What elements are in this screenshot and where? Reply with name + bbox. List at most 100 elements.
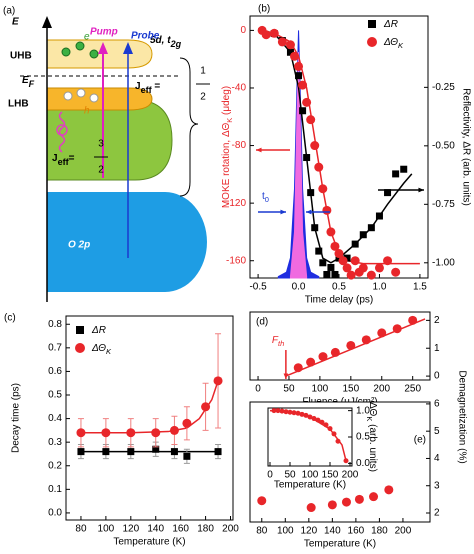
marker [359, 231, 367, 239]
fit-line [285, 318, 426, 377]
marker [318, 184, 328, 194]
arrowhead [123, 42, 133, 54]
legend-label: ΔR [91, 325, 106, 336]
marker [290, 51, 299, 61]
wavy-arrow [58, 111, 66, 153]
y-tick-label: -120 [226, 198, 246, 209]
legend-marker [76, 326, 84, 334]
marker [102, 448, 110, 456]
marker [314, 162, 324, 172]
marker [294, 61, 304, 71]
orbital-label: 5d, t2g [150, 35, 182, 50]
marker [327, 263, 335, 271]
marker [322, 205, 332, 215]
marker [392, 324, 402, 334]
marker [315, 417, 321, 423]
marker [214, 448, 222, 456]
text-part: ΔΘ [383, 37, 398, 48]
plot-frame [249, 15, 429, 279]
pump-label: Pump [90, 27, 118, 38]
y-tick-label: 0.5 [356, 432, 370, 443]
marker [291, 410, 297, 416]
y-tick-label: 0.0 [356, 458, 370, 469]
marker [261, 30, 271, 40]
text-part: (μdeg) [221, 86, 232, 118]
subscript: K [225, 118, 234, 123]
subscript: K [106, 347, 112, 356]
marker [293, 363, 303, 373]
arrowhead [306, 209, 312, 215]
text-part: MOKE rotation, ΔΘ [221, 123, 232, 209]
text-part: F [272, 335, 279, 346]
marker [295, 410, 301, 416]
fraction-num: 3 [98, 139, 104, 150]
y-tick-label: 0 [434, 371, 440, 382]
text-part: t [262, 191, 265, 202]
hole-circle [56, 124, 68, 136]
y-axis-label: Demagnetization (%) [456, 370, 467, 463]
y-axis-label: ΔΘK (arb. units) [365, 402, 379, 472]
x-tick-label: 0.0 [292, 282, 306, 293]
marker [319, 259, 327, 267]
legend-label: ΔΘK [91, 343, 112, 357]
y-tick-label: 0.6 [48, 366, 62, 377]
x-tick-label: 100 [277, 526, 294, 537]
probe-label: Probe [131, 31, 160, 42]
marker [101, 428, 111, 438]
fraction-den: 2 [200, 92, 206, 103]
o2p-label: O 2p [68, 240, 90, 251]
hole-label: h [84, 106, 90, 117]
marker [315, 247, 323, 255]
annotation: t0 [262, 191, 269, 205]
jeff-label: Jeff= [52, 153, 75, 168]
marker [303, 412, 309, 418]
y-tick-label: 0.8 [48, 319, 62, 330]
lhb-lower-band [46, 99, 173, 181]
y-tick-label: 0.5 [48, 390, 62, 401]
x-tick-label: 1.5 [413, 282, 427, 293]
annotation: Fth [272, 335, 284, 349]
x-tick-label: 200 [222, 524, 239, 535]
marker [283, 409, 289, 415]
marker [295, 72, 303, 80]
marker [377, 328, 387, 338]
marker [392, 170, 400, 178]
panel-label: (a) [3, 6, 15, 17]
subscript: F [29, 79, 35, 89]
x-tick-label: 180 [371, 526, 388, 537]
marker [400, 165, 408, 173]
x-tick-label: 50 [283, 384, 295, 395]
uhb-label: UHB [10, 51, 32, 62]
panel-label: (c) [4, 313, 16, 324]
y2-axis-label: Reflectivity, ΔR (arb. units) [460, 88, 471, 206]
legend-marker [368, 20, 376, 28]
subscript: K [398, 41, 404, 50]
y-tick-label: 4 [434, 453, 440, 464]
marker [287, 409, 293, 415]
marker [343, 254, 351, 262]
text-part: J [135, 81, 141, 92]
subscript: th [278, 339, 284, 348]
x-tick-label: 160 [172, 524, 189, 535]
marker [358, 263, 368, 273]
marker [183, 452, 191, 460]
y-tick-label: -80 [232, 140, 247, 151]
x-tick-label: 80 [256, 526, 268, 537]
text-part: ΔR [91, 325, 106, 336]
y-tick-label: 0.2 [48, 460, 62, 471]
marker [331, 431, 337, 437]
brace [179, 57, 199, 197]
x-tick-label: 0 [255, 384, 261, 395]
marker [391, 267, 401, 277]
hole [76, 88, 86, 98]
x-axis-label: Temperature (K) [274, 480, 346, 491]
marker [277, 37, 287, 47]
marker [346, 340, 356, 350]
marker [335, 254, 343, 262]
marker [327, 426, 333, 432]
subscript: eff [58, 157, 70, 167]
arrowhead [98, 42, 108, 54]
marker [318, 352, 328, 362]
marker [306, 357, 316, 367]
y-tick-label: 1.0 [356, 405, 370, 416]
